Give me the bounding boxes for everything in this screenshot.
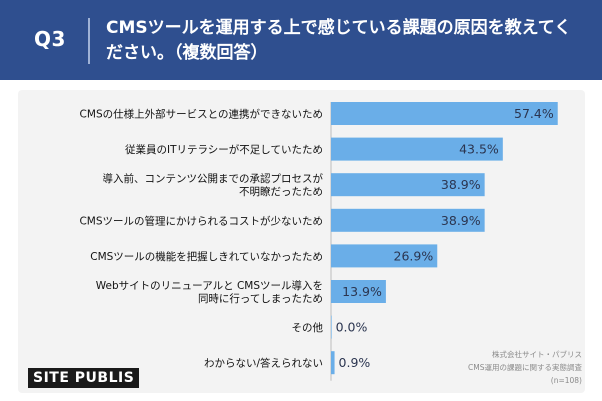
- bar-5: [331, 280, 386, 303]
- question-header: Q3 CMSツールを運用する上で感じている課題の原因を教えてください。（複数回答…: [0, 0, 602, 80]
- bar-4: [331, 244, 438, 268]
- source-survey: CMS運用の課題に関する実態調査: [468, 363, 582, 372]
- bar-value-label-3: 38.9%: [441, 213, 481, 228]
- bar-value-label-2: 38.9%: [441, 177, 481, 192]
- bar-7: [331, 351, 335, 375]
- category-label-7: わからない/答えられない: [204, 357, 323, 370]
- category-label-4: CMSツールの機能を把握しきれていなかったため: [90, 250, 323, 263]
- category-label-6: その他: [292, 321, 324, 334]
- bar-0: [331, 102, 558, 125]
- header-divider: [88, 18, 90, 64]
- category-label-2-line-0: 導入前、コンテンツ公開までの承認プロセスが: [103, 172, 324, 185]
- source-company: 株式会社サイト・パブリス: [492, 350, 582, 359]
- category-label-5-line-0: Webサイトのリニューアルと CMSツール導入を: [96, 279, 323, 292]
- bar-6: [331, 315, 332, 339]
- bar-value-label-4: 26.9%: [394, 248, 434, 263]
- bar-value-label-1: 43.5%: [459, 142, 499, 157]
- category-label-3: CMSツールの管理にかけられるコストが少ないため: [79, 214, 323, 227]
- category-label-0: CMSの仕様上外部サービスとの連携ができないため: [80, 108, 323, 121]
- bar-2: [331, 173, 485, 197]
- site-publis-logo: SITE PUBLIS: [28, 368, 140, 388]
- bar-value-label-6: 0.0%: [336, 320, 368, 335]
- source-sample-size: (n=108): [550, 376, 582, 385]
- bar-3: [331, 208, 485, 232]
- bar-value-label-7: 0.9%: [339, 355, 371, 370]
- category-label-5-line-1: 同時に行ってしまったため: [198, 292, 323, 305]
- question-text: CMSツールを運用する上で感じている課題の原因を教えてください。（複数回答）: [106, 18, 572, 63]
- category-label-2-line-1: 不明瞭だったため: [239, 185, 323, 198]
- bar-value-label-5: 13.9%: [342, 284, 382, 299]
- bar-value-label-0: 57.4%: [514, 106, 554, 121]
- question-number: Q3: [34, 27, 66, 51]
- bar-1: [331, 137, 503, 161]
- source-note: 株式会社サイト・パブリス CMS運用の課題に関する実態調査 (n=108): [468, 348, 582, 387]
- category-label-1: 従業員のITリテラシーが不足していたため: [125, 143, 323, 156]
